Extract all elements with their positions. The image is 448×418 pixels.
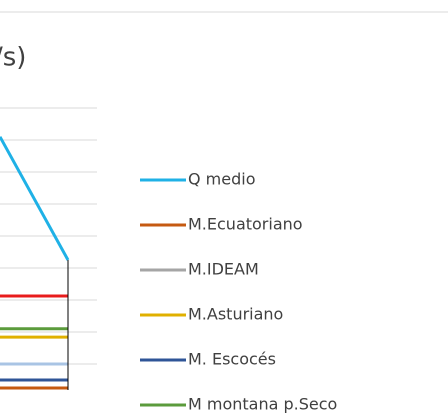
- legend-label: M.Ecuatoriano: [188, 215, 303, 234]
- legend-label: M.Asturiano: [188, 305, 283, 324]
- chart-title: /s): [0, 43, 26, 73]
- legend-label: M.IDEAM: [188, 260, 259, 279]
- series-line: [0, 136, 70, 261]
- legend-label: M. Escocés: [188, 350, 276, 369]
- legend-label: Q medio: [188, 170, 256, 189]
- legend-label: M montana p.Seco: [188, 395, 337, 414]
